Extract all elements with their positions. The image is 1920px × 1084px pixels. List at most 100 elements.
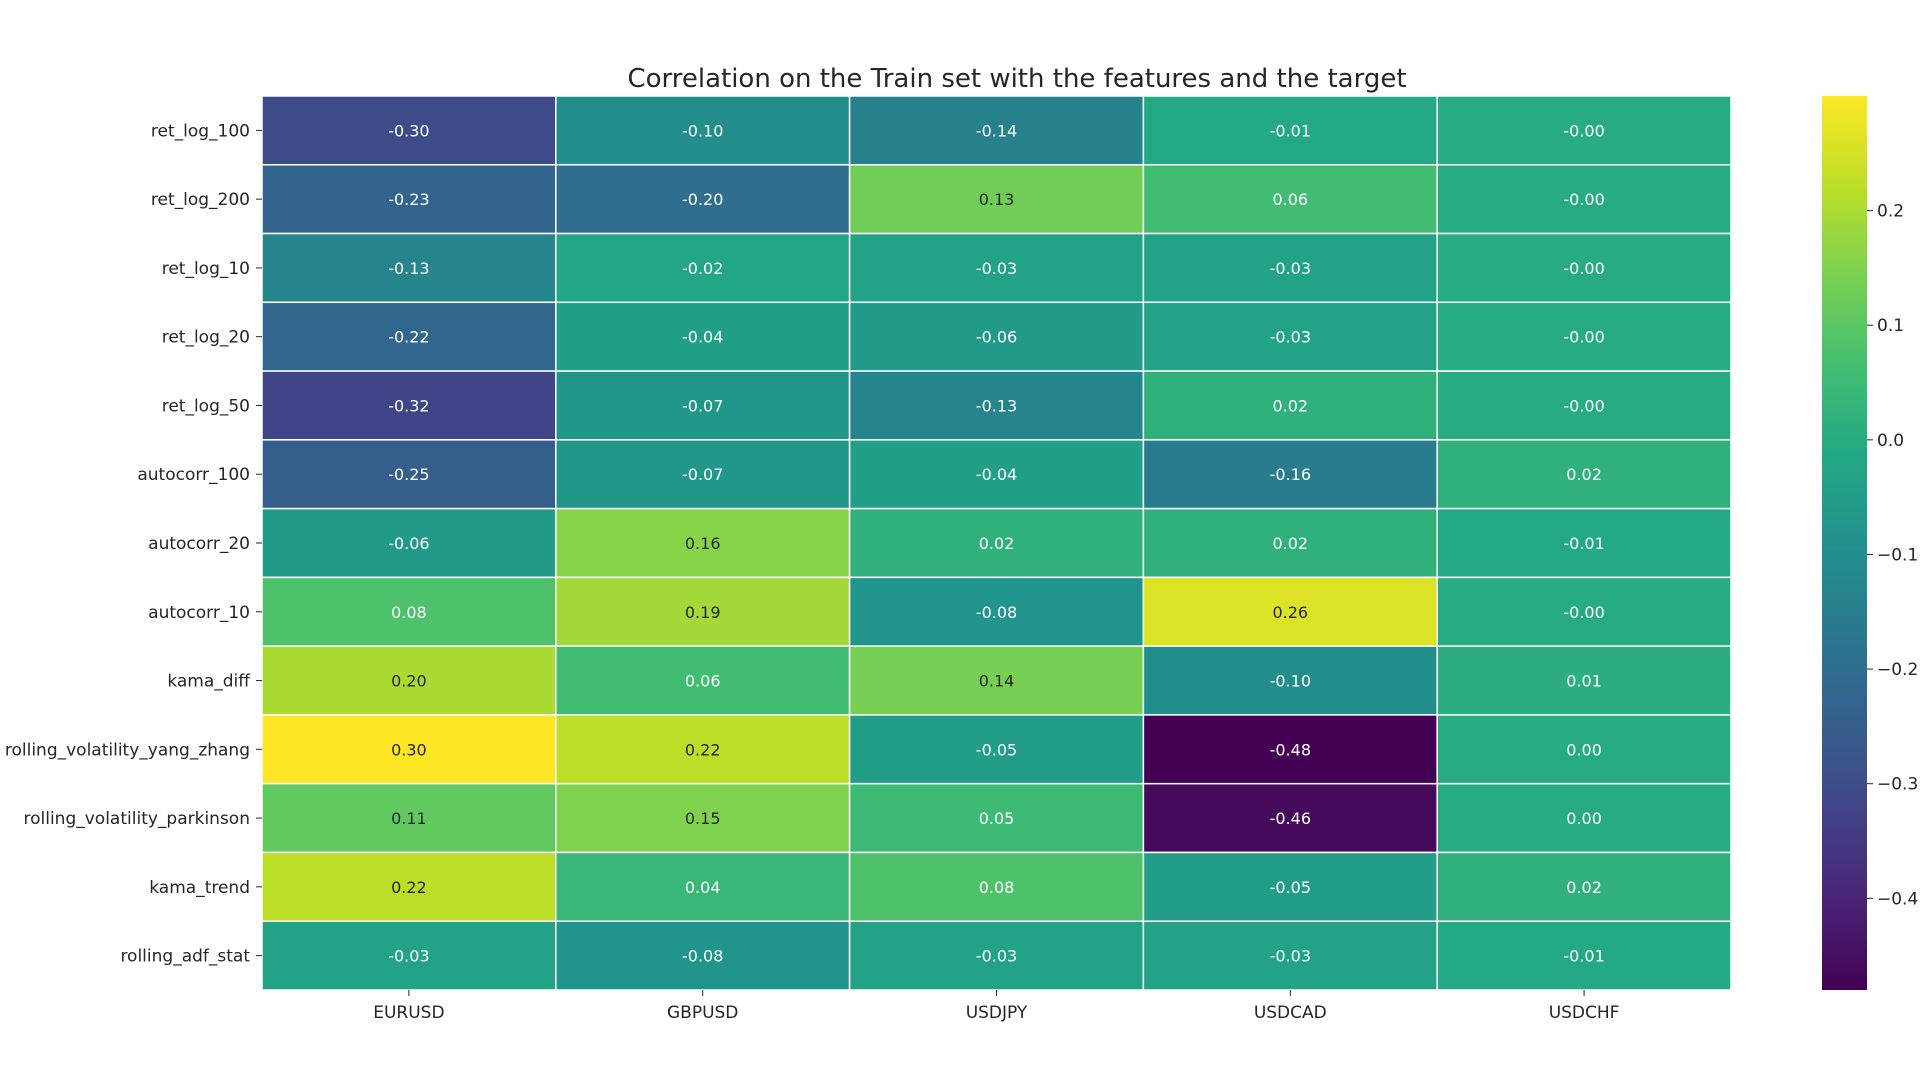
cell-value-label: 0.02 (1272, 534, 1308, 553)
colorbar-gradient (1822, 96, 1867, 990)
cell-value-label: -0.03 (1270, 947, 1311, 966)
cell-value-label: 0.22 (685, 740, 721, 759)
chart-title: Correlation on the Train set with the fe… (627, 64, 1406, 94)
cell-value-label: -0.48 (1270, 740, 1311, 759)
cell-value-label: 0.02 (979, 534, 1015, 553)
cell-value-label: 0.14 (979, 672, 1015, 691)
cell-value-label: -0.30 (388, 121, 429, 140)
heatmap-cell (848, 95, 1145, 166)
cell-value-label: -0.16 (1270, 465, 1311, 484)
y-tick-label: ret_log_20 (162, 328, 250, 348)
x-tick-label: EURUSD (373, 1003, 444, 1023)
cell-value-label: -0.04 (682, 328, 723, 347)
x-tick-label: GBPUSD (667, 1003, 738, 1023)
heatmap-cell (555, 576, 851, 647)
cell-value-label: -0.13 (388, 259, 429, 278)
heatmap-cell (848, 576, 1145, 647)
y-tick-label: rolling_volatility_parkinson (24, 809, 251, 829)
heatmap-cell (1142, 95, 1438, 166)
heatmap-cell (261, 95, 557, 166)
heatmap-cell (848, 714, 1145, 785)
heatmap-cell (555, 370, 851, 441)
heatmap-cell (261, 782, 557, 854)
cell-value-label: -0.00 (1563, 396, 1604, 415)
colorbar-tick-label: −0.2 (1877, 660, 1918, 680)
heatmap-cell (1436, 507, 1732, 579)
heatmap-cell (1436, 95, 1732, 166)
cell-value-label: 0.08 (979, 878, 1015, 897)
colorbar-tick-label: 0.2 (1877, 202, 1904, 222)
cell-value-label: -0.01 (1270, 121, 1311, 140)
heatmap-cell (1142, 439, 1438, 510)
y-tick-label: rolling_volatility_yang_zhang (5, 740, 250, 760)
cell-value-label: 0.19 (685, 603, 721, 622)
cell-value-label: -0.23 (388, 190, 429, 209)
cell-value-label: 0.02 (1272, 396, 1308, 415)
heatmap-cell (1436, 439, 1732, 510)
cell-value-label: -0.01 (1563, 947, 1604, 966)
heatmap-cells: -0.30 -0.10 -0.14 -0.01 -0.00 -0.23 -0.20 0.13 0… (261, 95, 1732, 991)
heatmap-cell (1436, 164, 1732, 235)
cell-value-label: -0.05 (1270, 878, 1311, 897)
colorbar: 0.2 0.1 0.0 −0.1 −0.2 −0.3 −0.4 (1822, 96, 1918, 990)
y-tick-label: autocorr_100 (137, 465, 250, 485)
heatmap-cell (1142, 920, 1438, 991)
y-tick-label: ret_log_100 (151, 121, 250, 141)
cell-value-label: 0.15 (685, 809, 721, 828)
cell-value-label: -0.03 (388, 947, 429, 966)
cell-value-label: 0.06 (685, 672, 721, 691)
colorbar-tick-label: −0.3 (1877, 775, 1918, 795)
cell-value-label: -0.00 (1563, 121, 1604, 140)
x-tick-label: USDJPY (966, 1003, 1028, 1023)
heatmap-cell (1142, 714, 1438, 785)
cell-value-label: -0.10 (682, 121, 723, 140)
cell-value-label: 0.26 (1272, 603, 1308, 622)
cell-value-label: 0.20 (391, 672, 427, 691)
cell-value-label: 0.01 (1566, 672, 1602, 691)
heatmap-cell (848, 164, 1145, 235)
heatmap-cell (555, 95, 851, 166)
cell-value-label: -0.03 (1270, 259, 1311, 278)
heatmap-cell (848, 439, 1145, 510)
colorbar-tick-label: −0.4 (1877, 889, 1918, 909)
heatmap-cell (261, 714, 557, 785)
cell-value-label: 0.02 (1566, 465, 1602, 484)
heatmap-cell (261, 164, 557, 235)
heatmap-cell (1142, 851, 1438, 922)
cell-value-label: 0.06 (1272, 190, 1308, 209)
colorbar-tick-label: 0.0 (1877, 431, 1904, 451)
cell-value-label: -0.03 (976, 259, 1017, 278)
cell-value-label: -0.07 (682, 465, 723, 484)
cell-value-label: -0.25 (388, 465, 429, 484)
heatmap-cell (848, 370, 1145, 441)
cell-value-label: -0.08 (682, 947, 723, 966)
y-tick-label: ret_log_10 (162, 259, 250, 279)
colorbar-tick-label: 0.1 (1877, 316, 1904, 336)
heatmap-cell (555, 714, 851, 785)
heatmap-cell (1142, 301, 1438, 372)
y-tick-label: ret_log_50 (162, 396, 250, 416)
cell-value-label: -0.05 (976, 740, 1017, 759)
x-tick-label: USDCHF (1549, 1003, 1620, 1023)
heatmap-cell (848, 232, 1145, 304)
cell-value-label: 0.08 (391, 603, 427, 622)
cell-value-label: -0.32 (388, 396, 429, 415)
heatmap-cell (555, 301, 851, 372)
heatmap-cell (261, 507, 557, 579)
heatmap-cell (1436, 370, 1732, 441)
cell-value-label: 0.11 (391, 809, 427, 828)
heatmap-cell (261, 576, 557, 647)
cell-value-label: -0.07 (682, 396, 723, 415)
y-tick-label: kama_diff (167, 672, 251, 692)
cell-value-label: -0.13 (976, 396, 1017, 415)
heatmap-cell (1436, 576, 1732, 647)
cell-value-label: 0.22 (391, 878, 427, 897)
cell-value-label: 0.30 (391, 740, 427, 759)
cell-value-label: 0.02 (1566, 878, 1602, 897)
cell-value-label: -0.10 (1270, 672, 1311, 691)
heatmap-cell (1436, 920, 1732, 991)
y-tick-label: ret_log_200 (151, 190, 250, 210)
heatmap-cell (848, 645, 1145, 716)
